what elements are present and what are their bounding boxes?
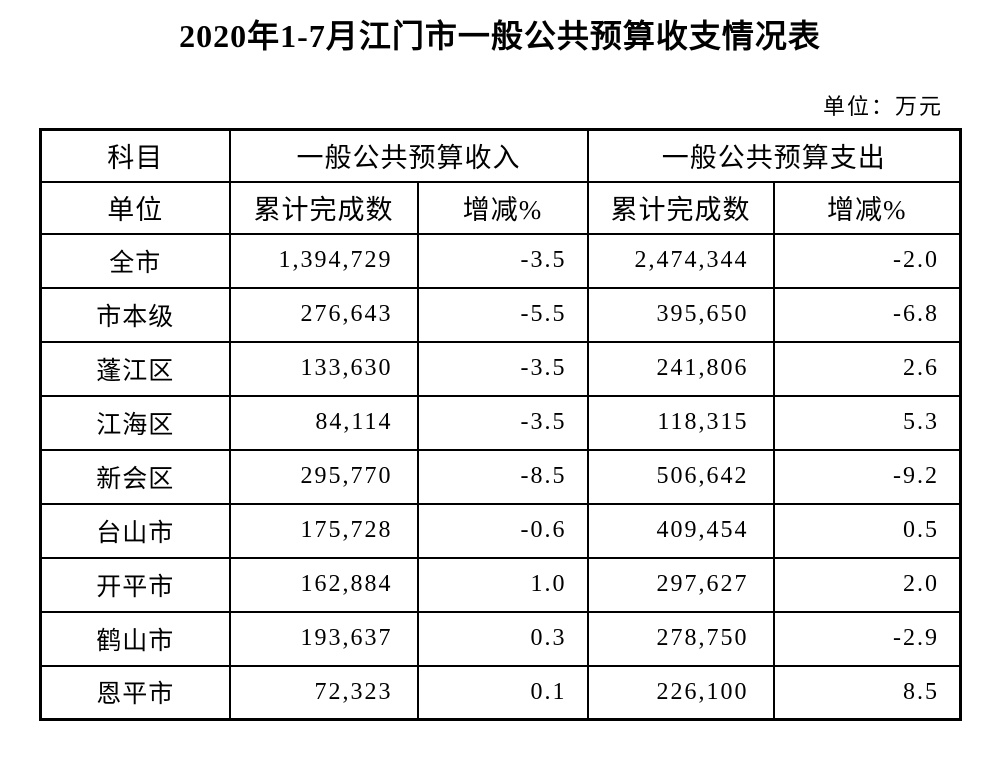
table-row: 市本级 276,643 -5.5 395,650 -6.8 <box>39 286 962 343</box>
income-change: 0.3 <box>416 610 589 667</box>
table-row: 新会区 295,770 -8.5 506,642 -9.2 <box>39 448 962 505</box>
income-value: 162,884 <box>228 556 419 613</box>
table-row: 蓬江区 133,630 -3.5 241,806 2.6 <box>39 340 962 397</box>
expense-change: -9.2 <box>772 448 962 505</box>
expense-value: 297,627 <box>586 556 775 613</box>
row-name: 蓬江区 <box>39 340 231 397</box>
header-income-group: 一般公共预算收入 <box>228 128 589 183</box>
income-change: -8.5 <box>416 448 589 505</box>
row-name: 新会区 <box>39 448 231 505</box>
expense-change: -2.9 <box>772 610 962 667</box>
row-name: 鹤山市 <box>39 610 231 667</box>
income-value: 84,114 <box>228 394 419 451</box>
income-value: 276,643 <box>228 286 419 343</box>
income-value: 193,637 <box>228 610 419 667</box>
expense-change: 2.0 <box>772 556 962 613</box>
unit-note: 单位：万元 <box>822 94 943 119</box>
income-change: -3.5 <box>416 394 589 451</box>
header-expense-group: 一般公共预算支出 <box>586 128 962 183</box>
expense-change: 2.6 <box>772 340 962 397</box>
table-row: 全市 1,394,729 -3.5 2,474,344 -2.0 <box>39 232 962 289</box>
income-value: 72,323 <box>228 664 419 721</box>
expense-change: 0.5 <box>772 502 962 559</box>
header-expense-change: 增减% <box>772 180 962 235</box>
income-value: 175,728 <box>228 502 419 559</box>
row-name: 江海区 <box>39 394 231 451</box>
row-name: 全市 <box>39 232 231 289</box>
header-expense-cumulative: 累计完成数 <box>586 180 775 235</box>
expense-change: 8.5 <box>772 664 962 721</box>
row-name: 台山市 <box>39 502 231 559</box>
expense-value: 241,806 <box>586 340 775 397</box>
expense-value: 506,642 <box>586 448 775 505</box>
table-row: 开平市 162,884 1.0 297,627 2.0 <box>39 556 962 613</box>
header-unit: 单位 <box>39 180 231 235</box>
row-name: 恩平市 <box>39 664 231 721</box>
income-value: 1,394,729 <box>228 232 419 289</box>
table-row: 鹤山市 193,637 0.3 278,750 -2.9 <box>39 610 962 667</box>
income-change: -5.5 <box>416 286 589 343</box>
row-name: 市本级 <box>39 286 231 343</box>
expense-change: -6.8 <box>772 286 962 343</box>
income-change: -3.5 <box>416 340 589 397</box>
expense-value: 409,454 <box>586 502 775 559</box>
table-header-row-groups: 科目 一般公共预算收入 一般公共预算支出 <box>39 128 962 183</box>
income-change: -0.6 <box>416 502 589 559</box>
expense-value: 226,100 <box>586 664 775 721</box>
expense-value: 278,750 <box>586 610 775 667</box>
header-income-change: 增减% <box>416 180 589 235</box>
page-title: 2020年1-7月江门市一般公共预算收支情况表 <box>179 18 821 54</box>
header-subject: 科目 <box>39 128 231 183</box>
table-row: 江海区 84,114 -3.5 118,315 5.3 <box>39 394 962 451</box>
income-change: 1.0 <box>416 556 589 613</box>
table-header-row-columns: 单位 累计完成数 增减% 累计完成数 增减% <box>39 180 962 235</box>
income-value: 133,630 <box>228 340 419 397</box>
expense-change: -2.0 <box>772 232 962 289</box>
expense-value: 118,315 <box>586 394 775 451</box>
income-value: 295,770 <box>228 448 419 505</box>
row-name: 开平市 <box>39 556 231 613</box>
table-row: 台山市 175,728 -0.6 409,454 0.5 <box>39 502 962 559</box>
budget-table: 科目 一般公共预算收入 一般公共预算支出 单位 累计完成数 增减% 累计完成数 … <box>39 128 962 721</box>
expense-value: 395,650 <box>586 286 775 343</box>
income-change: -3.5 <box>416 232 589 289</box>
header-income-cumulative: 累计完成数 <box>228 180 419 235</box>
expense-change: 5.3 <box>772 394 962 451</box>
income-change: 0.1 <box>416 664 589 721</box>
expense-value: 2,474,344 <box>586 232 775 289</box>
table-row: 恩平市 72,323 0.1 226,100 8.5 <box>39 664 962 721</box>
